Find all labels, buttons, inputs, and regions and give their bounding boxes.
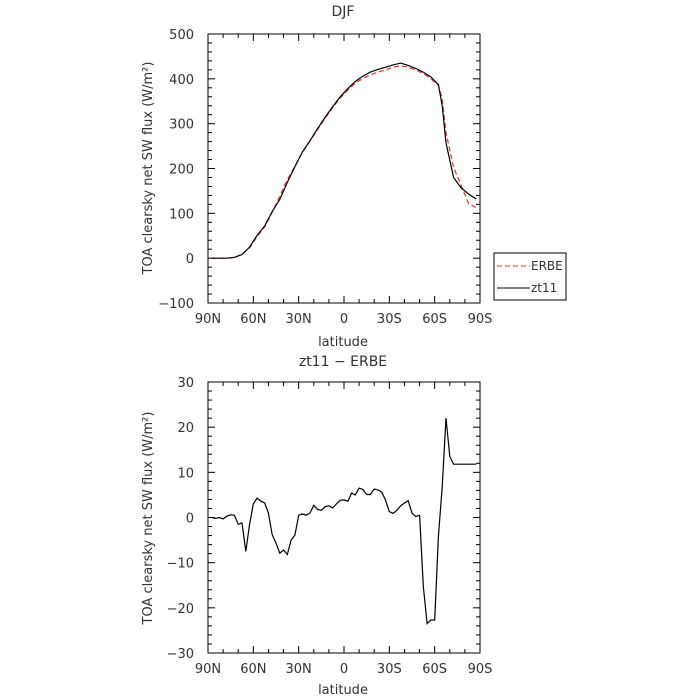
y-ticks-bottom: −30 −20 −10 0 10 20 30 (167, 376, 480, 662)
legend-label-erbe: ERBE (531, 259, 563, 273)
y-ticks-top: −100 0 100 200 300 400 500 (158, 28, 480, 312)
x-axis-label-bottom: latitude (318, 683, 368, 698)
y-tick-label: 100 (169, 207, 194, 222)
legend-box (493, 252, 567, 301)
y-tick-label: 200 (169, 163, 194, 178)
x-tick-label: 60N (240, 312, 266, 327)
plot-frame-top (207, 33, 481, 304)
y-axis-label-top: TOA clearsky net SW flux (W/m²) (141, 62, 156, 276)
x-tick-label: 60S (422, 662, 447, 677)
series-lines-top (211, 62, 477, 259)
y-tick-label: 0 (186, 252, 194, 267)
panel-bottom: zt11 − ERBE 90N 60N 30N 0 30S 60S 90S −30 −20 −1… (141, 354, 492, 698)
legend: ERBE zt11 (493, 252, 567, 301)
x-tick-label: 60S (422, 312, 447, 327)
y-tick-label: −100 (158, 297, 194, 312)
series-line-top-zt11 (211, 62, 477, 259)
y-tick-label: 300 (169, 118, 194, 133)
x-tick-label: 0 (340, 312, 348, 327)
y-tick-label: 20 (177, 421, 194, 436)
x-tick-label: 90S (468, 662, 493, 677)
x-tick-label: 90N (195, 662, 221, 677)
y-tick-label: −20 (167, 602, 194, 617)
x-ticks-top: 90N 60N 30N 0 30S 60S 90S (195, 34, 493, 327)
plot-frame-bottom (207, 381, 481, 654)
x-tick-label: 0 (340, 662, 348, 677)
x-tick-label: 30N (286, 662, 312, 677)
x-axis-label-top: latitude (318, 335, 368, 350)
legend-label-zt11: zt11 (531, 281, 557, 295)
series-line-bottom-diff (211, 418, 477, 625)
chart-title-bottom: zt11 − ERBE (299, 354, 387, 370)
y-tick-label: 400 (169, 73, 194, 88)
series-line-top-erbe (211, 65, 477, 259)
x-tick-label: 30N (286, 312, 312, 327)
series-lines-bottom (211, 418, 477, 625)
y-axis-label-bottom: TOA clearsky net SW flux (W/m²) (141, 412, 156, 626)
x-ticks-bottom: 90N 60N 30N 0 30S 60S 90S (195, 382, 493, 677)
y-tick-label: 0 (186, 512, 194, 527)
x-tick-label: 90S (468, 312, 493, 327)
chart-title-top: DJF (332, 4, 355, 20)
y-tick-label: −30 (167, 647, 194, 662)
x-tick-label: 30S (377, 312, 402, 327)
x-tick-label: 30S (377, 662, 402, 677)
x-tick-label: 60N (240, 662, 266, 677)
y-tick-label: 500 (169, 28, 194, 43)
y-tick-label: 30 (177, 376, 194, 391)
x-tick-label: 90N (195, 312, 221, 327)
y-tick-label: −10 (167, 557, 194, 572)
panel-top: DJF 90N 60N 30N 0 30S 60S 90S −100 0 100 200 300 40… (141, 4, 567, 350)
y-tick-label: 10 (177, 466, 194, 481)
